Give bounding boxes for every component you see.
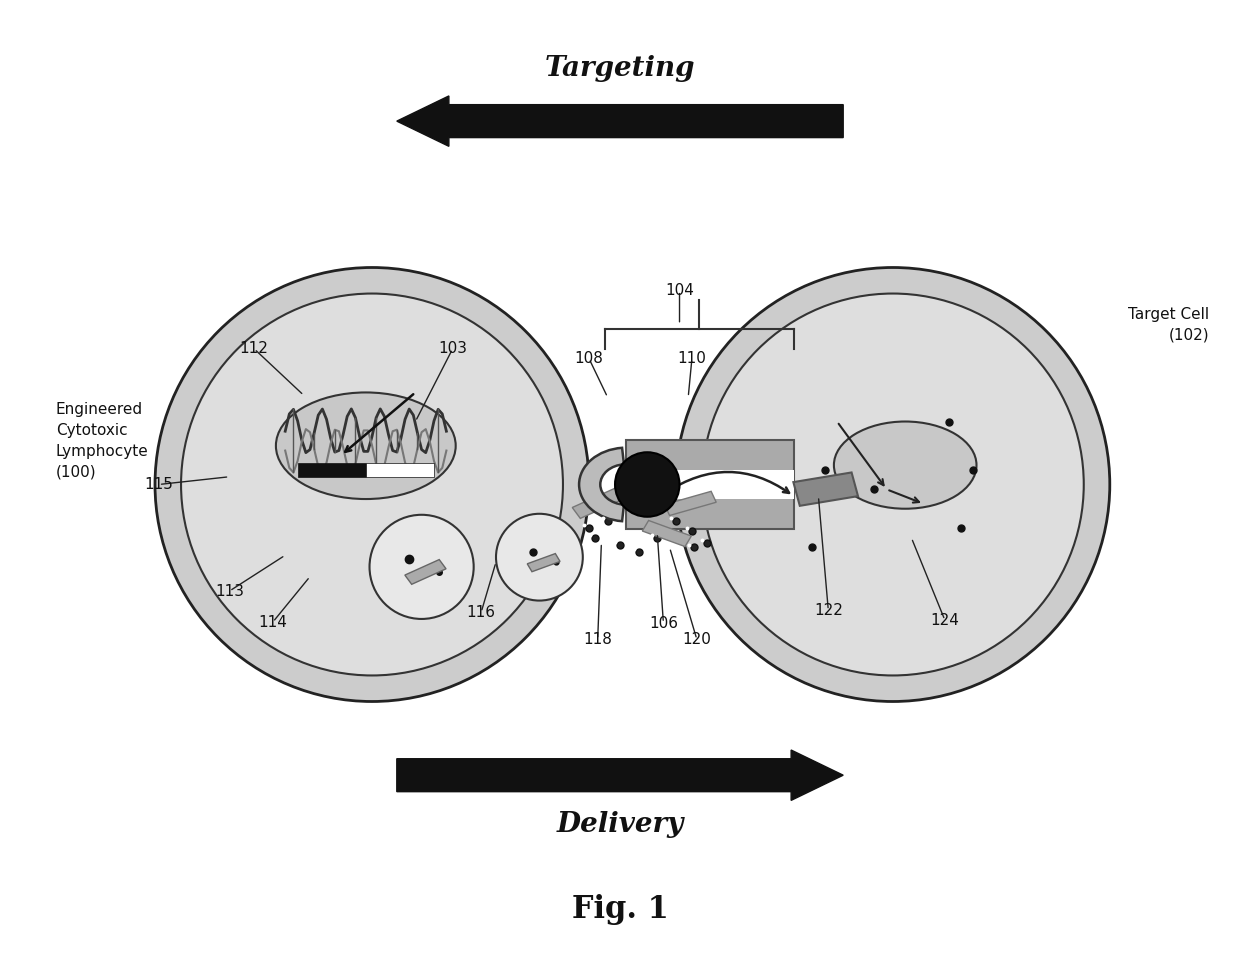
Ellipse shape: [676, 267, 1110, 702]
Ellipse shape: [370, 515, 474, 619]
Bar: [572, 487, 625, 518]
Text: 122: 122: [813, 603, 843, 618]
Text: Targeting: Targeting: [544, 55, 696, 82]
Ellipse shape: [496, 514, 583, 601]
Ellipse shape: [702, 294, 1084, 675]
Bar: [794, 473, 858, 506]
FancyArrow shape: [397, 96, 843, 146]
Bar: [642, 520, 692, 547]
Text: 106: 106: [649, 615, 678, 631]
Text: 108: 108: [574, 351, 604, 366]
Ellipse shape: [275, 392, 455, 499]
Text: 124: 124: [930, 612, 960, 628]
Text: Delivery: Delivery: [557, 811, 683, 838]
Bar: [665, 491, 717, 516]
Text: 115: 115: [144, 477, 174, 492]
Text: 113: 113: [215, 583, 244, 599]
Text: Engineered
Cytotoxic
Lymphocyte
(100): Engineered Cytotoxic Lymphocyte (100): [56, 402, 149, 480]
Wedge shape: [579, 448, 624, 521]
Text: 120: 120: [682, 632, 712, 647]
Text: 114: 114: [258, 614, 288, 630]
Text: 103: 103: [438, 341, 467, 357]
Ellipse shape: [181, 294, 563, 675]
Bar: [366, 463, 434, 477]
Ellipse shape: [833, 422, 976, 509]
Bar: [527, 553, 560, 572]
Ellipse shape: [155, 267, 589, 702]
Bar: [298, 463, 366, 477]
Bar: [626, 440, 794, 529]
FancyArrow shape: [397, 750, 843, 800]
Bar: [404, 559, 446, 584]
Text: Fig. 1: Fig. 1: [572, 894, 668, 925]
Text: 112: 112: [239, 341, 269, 357]
Text: 116: 116: [466, 605, 496, 620]
Text: 110: 110: [677, 351, 707, 366]
Bar: [626, 470, 794, 499]
Ellipse shape: [615, 453, 680, 516]
Text: 104: 104: [665, 283, 694, 298]
Text: Target Cell
(102): Target Cell (102): [1128, 306, 1209, 343]
Text: 118: 118: [583, 632, 613, 647]
